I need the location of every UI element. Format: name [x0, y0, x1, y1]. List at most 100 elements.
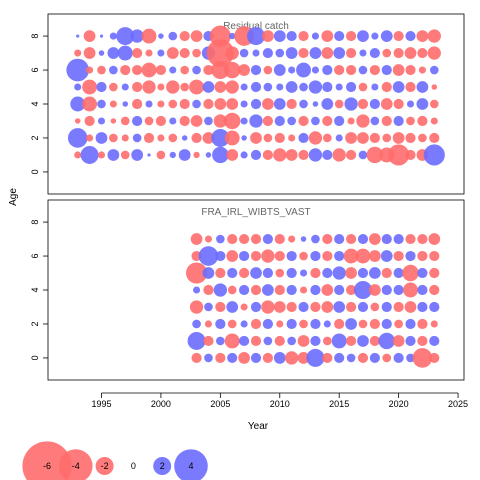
bubbles	[66, 25, 445, 166]
residual-bubble	[345, 301, 357, 313]
residual-bubble	[74, 151, 82, 159]
residual-bubble	[226, 250, 239, 262]
x-axis-label: Year	[248, 421, 269, 432]
residual-bubble	[132, 133, 142, 143]
residual-bubble	[405, 149, 416, 161]
residual-bubble	[418, 66, 426, 74]
residual-bubble	[380, 250, 393, 262]
residual-bubble	[216, 336, 225, 346]
residual-bubble	[250, 98, 262, 110]
residual-bubble	[322, 352, 333, 364]
residual-bubble	[428, 233, 441, 245]
residual-bubble	[299, 99, 308, 109]
residual-bubble	[393, 98, 404, 110]
residual-bubble	[203, 98, 214, 110]
residual-bubble	[357, 132, 369, 144]
residual-bubble	[343, 248, 359, 264]
residual-bubble	[331, 333, 347, 349]
residual-bubble	[392, 81, 405, 93]
residual-bubble	[250, 132, 262, 144]
residual-bubble	[179, 47, 190, 59]
residual-bubble	[381, 284, 392, 296]
residual-bubble	[427, 29, 441, 43]
residual-bubble	[76, 34, 80, 38]
residual-bubble	[155, 64, 167, 76]
residual-bubble	[262, 267, 273, 279]
residual-bubble	[109, 32, 117, 40]
residual-bubble	[334, 284, 345, 296]
legend-label: -4	[72, 461, 80, 471]
residual-bubble	[322, 336, 332, 346]
residual-bubble	[99, 34, 104, 38]
residual-bubble	[204, 116, 213, 126]
residual-bubble	[216, 234, 225, 244]
residual-bubble	[353, 281, 372, 299]
residual-bubble	[70, 96, 86, 112]
residual-bubble	[250, 318, 262, 330]
x-tick-label: 2000	[151, 399, 171, 409]
residual-bubble	[357, 267, 369, 279]
residual-bubble	[392, 132, 405, 144]
residual-bubble	[345, 233, 357, 245]
y-tick-label: 8	[30, 220, 40, 225]
residual-bubble	[371, 83, 379, 91]
residual-bubble	[273, 98, 286, 110]
residual-bubble	[417, 250, 428, 262]
residual-bubble	[189, 300, 204, 314]
residual-bubble	[286, 284, 297, 296]
residual-bubble	[74, 118, 81, 124]
residual-bubble	[308, 131, 323, 145]
residual-bubble	[158, 33, 164, 39]
residual-bubble	[382, 353, 392, 363]
residual-bubble	[393, 352, 404, 364]
residual-bubble	[273, 30, 286, 42]
residual-bubble	[109, 133, 118, 143]
residual-bubble	[429, 267, 440, 279]
residual-bubble	[345, 318, 357, 330]
residual-bubble	[275, 48, 285, 58]
residual-bubble	[381, 318, 392, 330]
residual-bubble	[120, 116, 130, 126]
residual-bubble	[83, 30, 96, 42]
residual-bubble	[393, 301, 404, 313]
residual-bubble	[145, 100, 153, 108]
residual-bubble	[334, 233, 345, 245]
residual-bubble	[346, 353, 356, 363]
residual-bubble	[156, 150, 166, 160]
residual-bubble	[227, 352, 238, 364]
residual-bubble	[239, 267, 250, 279]
residual-bubble	[418, 133, 427, 143]
residual-bubble	[143, 132, 155, 144]
residual-bubble	[263, 336, 273, 346]
residual-bubble	[262, 30, 274, 42]
residual-bubble	[298, 30, 309, 42]
residual-bubble	[393, 47, 404, 59]
residual-bubble	[262, 98, 274, 110]
residual-bubble	[239, 335, 250, 347]
residual-bubble	[86, 66, 94, 74]
x-tick-label: 1995	[91, 399, 111, 409]
size-legend: -6 -4 -2 0 2 4	[22, 441, 208, 480]
residual-bubble	[369, 352, 380, 364]
residual-bubble	[204, 320, 212, 328]
bubbles	[186, 233, 441, 368]
residual-bubble	[344, 97, 358, 111]
residual-bubble	[261, 249, 275, 263]
legend-label: 2	[160, 461, 165, 471]
residual-bubble	[262, 149, 273, 161]
residual-bubble	[224, 130, 240, 146]
residual-bubble	[394, 319, 403, 329]
residual-bubble	[191, 352, 202, 364]
residual-bubble	[147, 153, 151, 157]
y-axis-label: Age	[8, 188, 19, 206]
residual-bubble	[107, 47, 120, 59]
residual-bubble	[405, 318, 416, 330]
residual-bubble	[263, 65, 273, 75]
residual-bubble	[405, 335, 416, 347]
residual-bubble	[226, 149, 239, 161]
residual-bubble	[121, 83, 129, 91]
residual-bubble	[347, 117, 355, 125]
residual-bubble	[358, 65, 368, 75]
residual-bubble	[97, 65, 106, 75]
residual-bubble	[345, 132, 357, 144]
